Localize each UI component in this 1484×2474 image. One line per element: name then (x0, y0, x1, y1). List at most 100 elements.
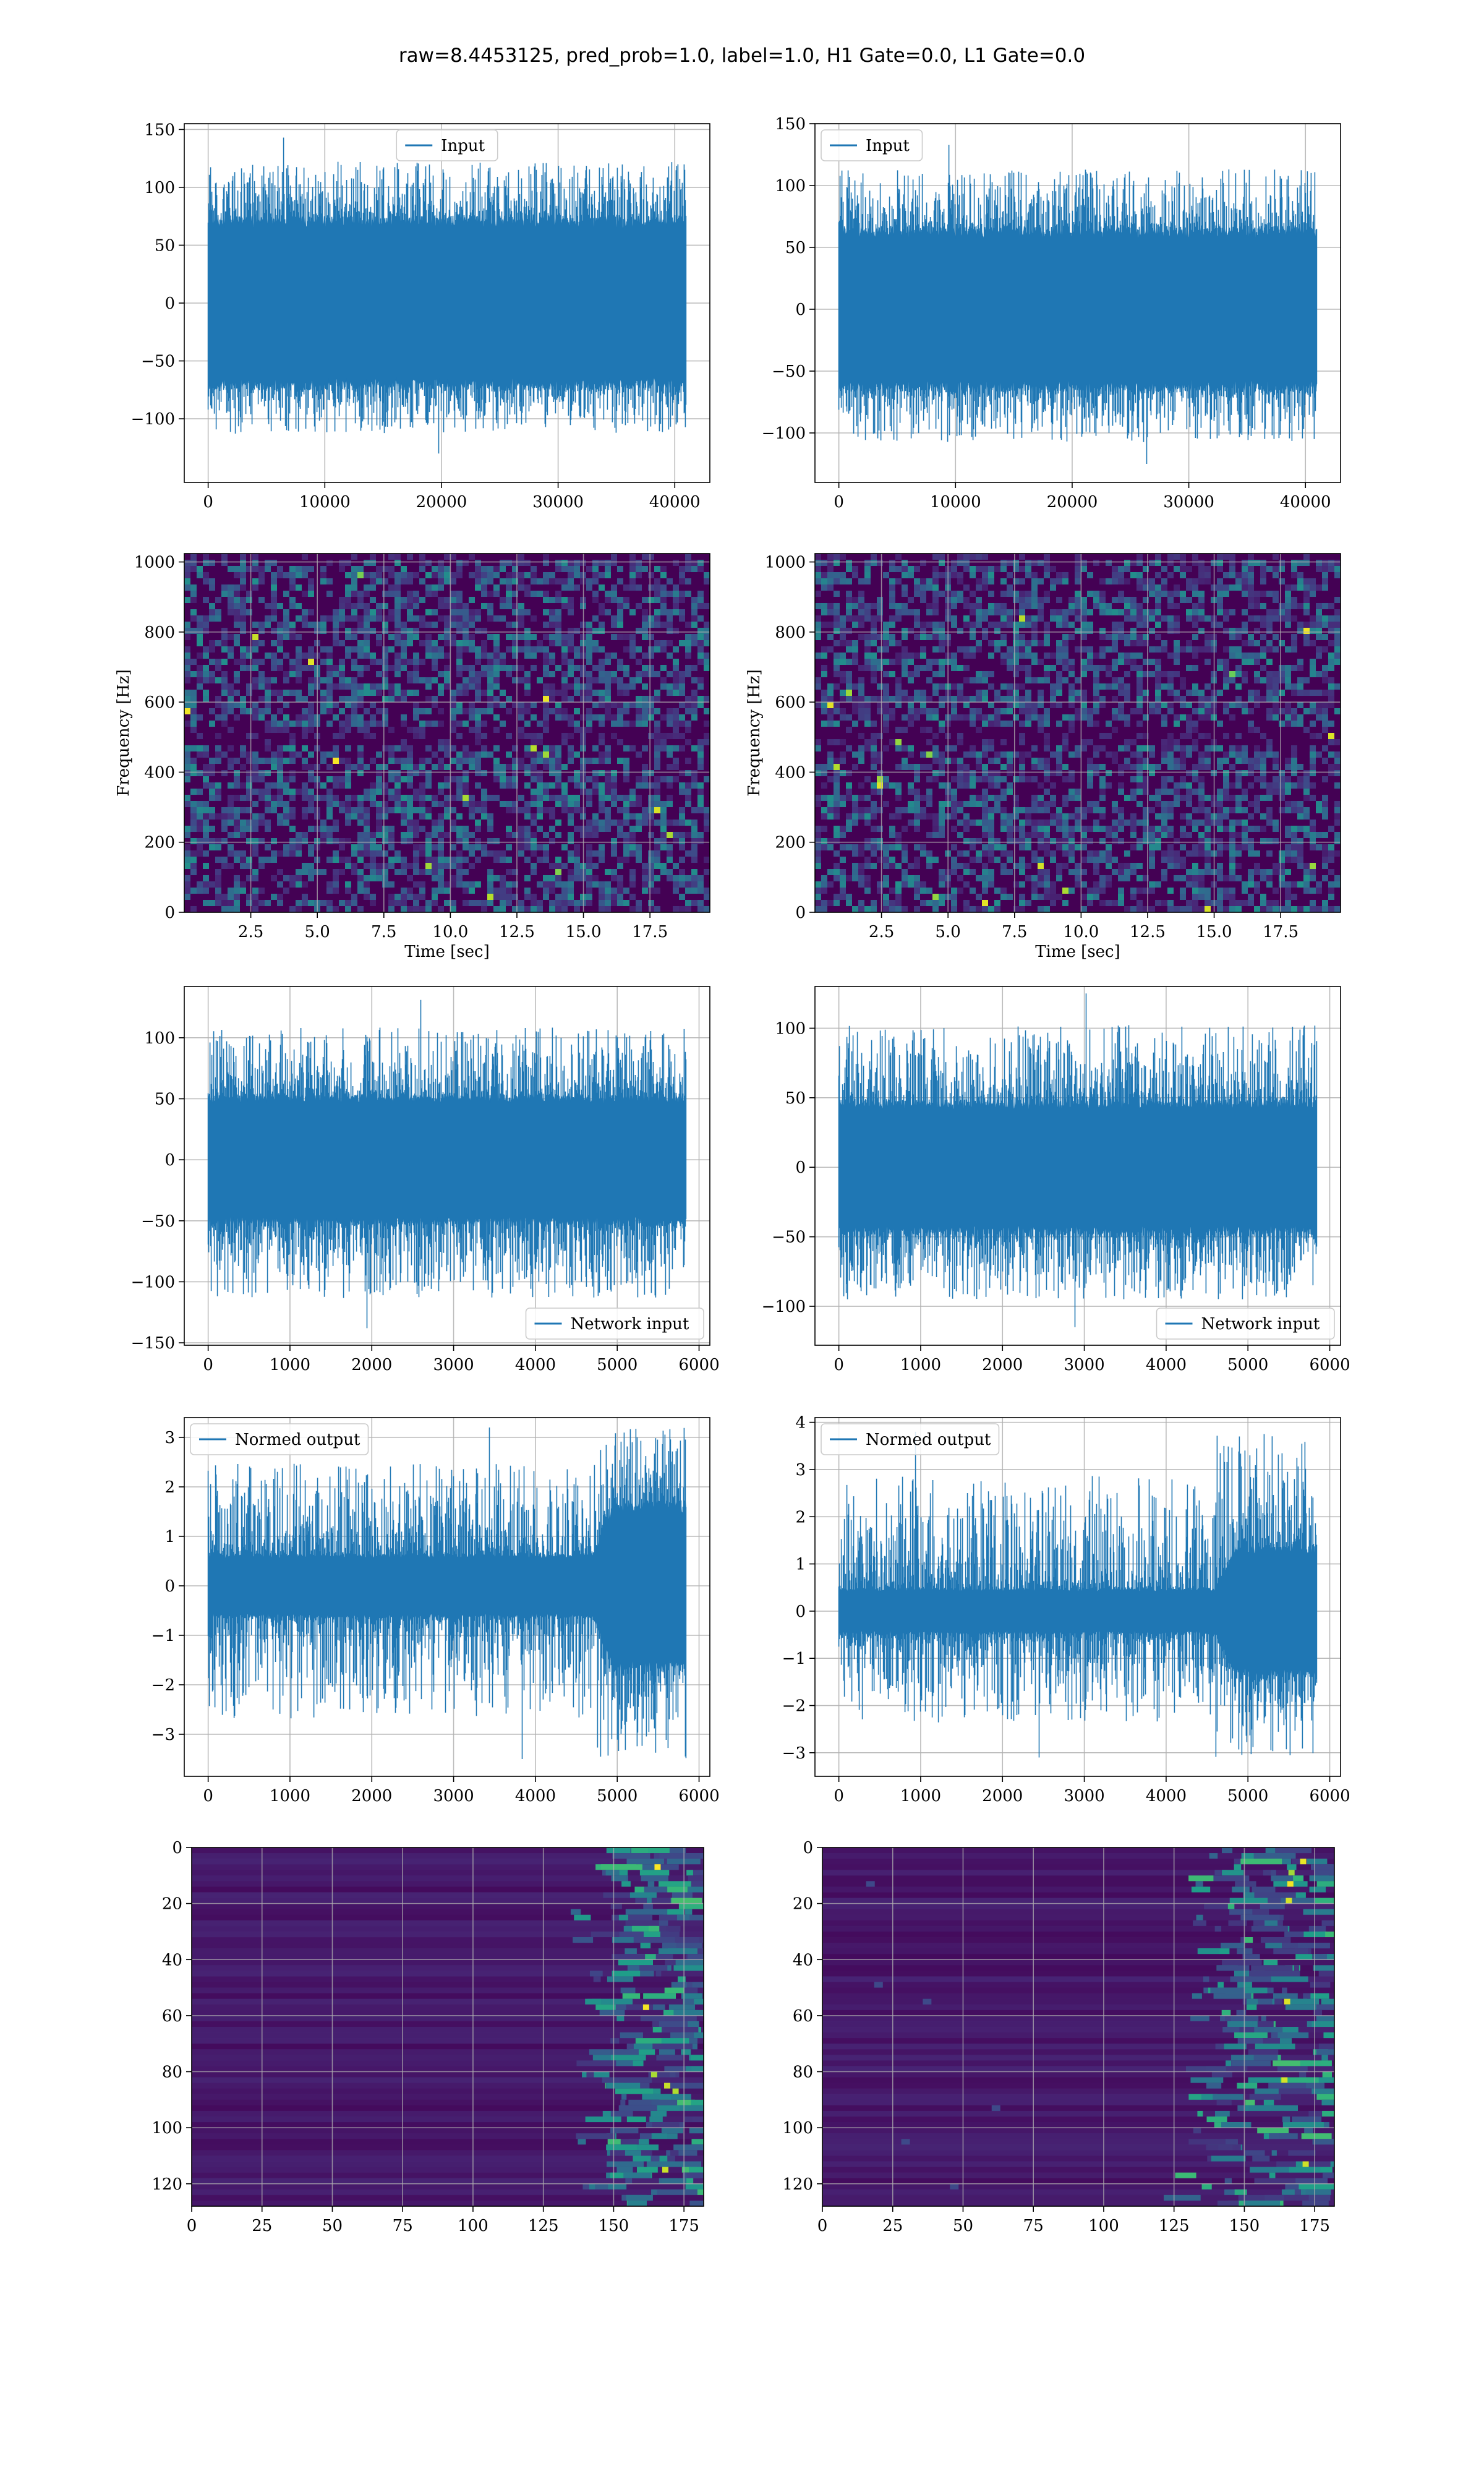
heatmap-cell (537, 721, 543, 727)
heatmap-cell (1155, 665, 1161, 671)
heatmap-cell (394, 560, 401, 566)
heatmap-cell (506, 603, 512, 609)
heatmap-cell (228, 807, 234, 813)
heatmap-cell (524, 634, 531, 640)
heatmap-cell (221, 690, 228, 696)
heatmap-cell (1161, 782, 1167, 789)
heatmap-cell (246, 683, 252, 690)
heatmap-cell (1025, 702, 1031, 708)
heatmap-cell (660, 801, 667, 807)
heatmap-cell (549, 745, 555, 751)
heatmap-cell (1266, 739, 1273, 745)
heatmap-cell (1000, 603, 1007, 609)
heatmap-cell (1266, 677, 1273, 683)
heatmap-cell (592, 628, 599, 634)
heatmap-cell (629, 894, 636, 900)
heatmap-cell (871, 801, 877, 807)
heatmap-cell (889, 782, 895, 789)
heatmap-cell (252, 751, 258, 758)
heatmap-cell (963, 615, 970, 622)
heatmap-cell (685, 554, 691, 560)
heatmap-cell (982, 751, 988, 758)
heatmap-cell (209, 603, 215, 609)
heatmap-cell (920, 622, 926, 628)
heatmap-cell (1297, 813, 1303, 820)
heatmap-cell (469, 702, 475, 708)
heatmap-cell (1217, 813, 1223, 820)
heatmap-cell (209, 609, 215, 615)
heatmap-cell (648, 801, 654, 807)
heatmap-cell (1068, 826, 1075, 832)
heatmap-cell (376, 566, 382, 572)
heatmap-cell (531, 702, 537, 708)
heatmap-cell (450, 844, 456, 850)
heatmap-cell (691, 566, 697, 572)
heatmap-cell (889, 813, 895, 820)
heatmap-cell (1303, 628, 1310, 634)
heatmap-cell (1167, 708, 1174, 714)
heatmap-cell (976, 671, 982, 677)
heatmap-cell (1266, 813, 1273, 820)
heatmap-cell (667, 708, 673, 714)
heatmap-cell (1174, 584, 1180, 591)
heatmap-cell (1087, 628, 1093, 634)
heatmap-cell (1316, 690, 1322, 696)
heatmap-cell (438, 863, 444, 869)
heatmap-cell (234, 609, 240, 615)
heatmap-cell (401, 572, 407, 578)
heatmap-cell (394, 609, 401, 615)
heatmap-cell (1235, 751, 1242, 758)
heatmap-cell (401, 888, 407, 894)
heatmap-cell (432, 591, 438, 597)
heatmap-cell (228, 782, 234, 789)
heatmap-cell (487, 875, 493, 881)
heatmap-cell (1025, 832, 1031, 838)
heatmap-cell (920, 690, 926, 696)
heatmap-cell (642, 683, 648, 690)
heatmap-cell (673, 875, 679, 881)
heatmap-cell (370, 844, 376, 850)
heatmap-cell (357, 671, 364, 677)
heatmap-cell (1050, 782, 1056, 789)
heatmap-cell (877, 807, 883, 813)
heatmap-cell (339, 857, 345, 863)
heatmap-cell (691, 560, 697, 566)
heatmap-cell (623, 801, 629, 807)
heatmap-cell (1044, 770, 1050, 776)
heatmap-cell (1149, 615, 1155, 622)
heatmap-cell (889, 640, 895, 646)
heatmap-cell (1186, 789, 1192, 795)
heatmap-cell (271, 677, 277, 683)
heatmap-cell (611, 900, 617, 906)
heatmap-cell (1310, 764, 1316, 770)
heatmap-cell (265, 653, 271, 659)
heatmap-cell (932, 566, 939, 572)
heatmap-cell (840, 677, 846, 683)
heatmap-cell (500, 764, 506, 770)
heatmap-cell (1303, 560, 1310, 566)
heatmap-cell (1118, 820, 1124, 826)
heatmap-cell (586, 659, 592, 665)
heatmap-cell (574, 721, 580, 727)
heatmap-cell (252, 770, 258, 776)
heatmap-cell (234, 807, 240, 813)
heatmap-cell (1161, 584, 1167, 591)
heatmap-cell (1297, 721, 1303, 727)
heatmap-cell (1044, 844, 1050, 850)
heatmap-cell (493, 566, 500, 572)
heatmap-cell (976, 714, 982, 721)
heatmap-cell (302, 789, 308, 795)
heatmap-cell (506, 900, 512, 906)
heatmap-cell (425, 646, 432, 653)
heatmap-cell (469, 764, 475, 770)
heatmap-cell (605, 696, 611, 702)
heatmap-cell (1000, 653, 1007, 659)
heatmap-cell (401, 776, 407, 782)
heatmap-cell (240, 628, 246, 634)
heatmap-cell (976, 677, 982, 683)
heatmap-cell (1297, 702, 1303, 708)
heatmap-cell (827, 634, 834, 640)
heatmap-cell (568, 888, 574, 894)
heatmap-cell (691, 677, 697, 683)
heatmap-cell (1180, 795, 1186, 801)
